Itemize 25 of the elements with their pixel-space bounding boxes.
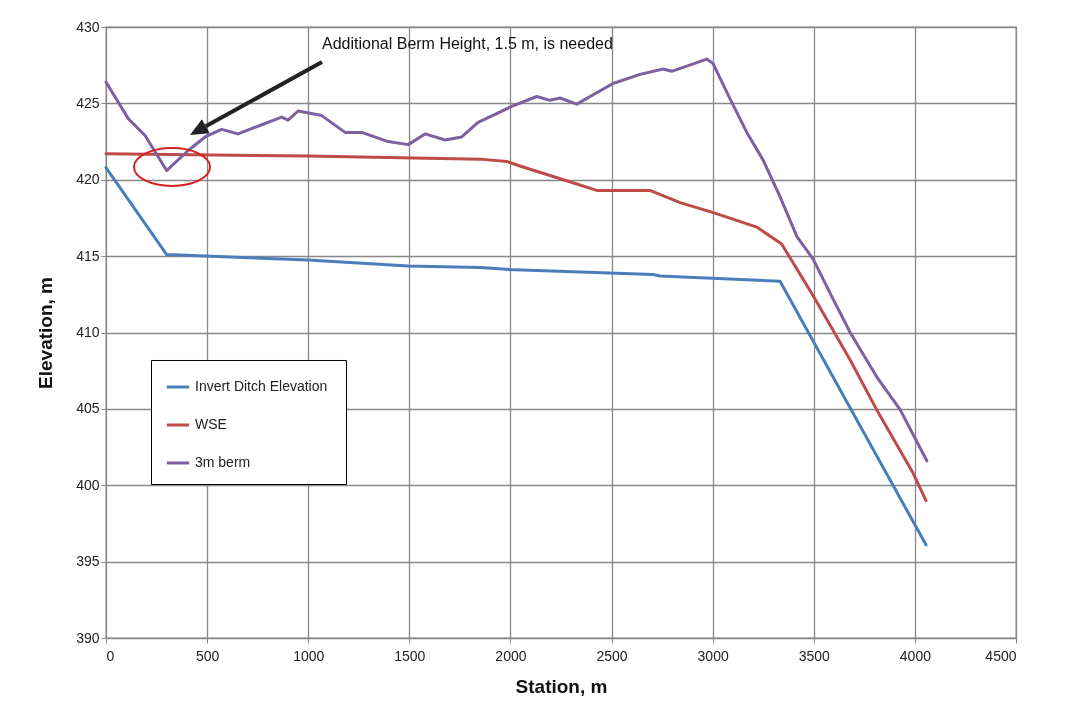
x-tick-label: 4500 (985, 647, 1017, 664)
x-tick-label: 3500 (798, 647, 831, 664)
y-tick-label: 405 (76, 400, 100, 417)
legend-label: WSE (195, 415, 227, 432)
y-tick-label: 425 (76, 94, 100, 111)
y-tick-label: 420 (76, 171, 100, 188)
y-tick-label: 400 (76, 476, 100, 493)
legend-label: 3m berm (195, 453, 251, 470)
y-tick-label: 410 (76, 324, 100, 340)
x-tick-label: 1500 (394, 647, 426, 664)
y-axis-title: Elevation, m (35, 277, 57, 389)
x-tick-label: 1000 (293, 647, 325, 664)
x-tick-label: 0 (106, 647, 115, 664)
x-tick-label: 2000 (495, 647, 527, 664)
x-tick-label: 4000 (899, 647, 932, 664)
x-tick-label: 2500 (596, 647, 628, 664)
y-tick-label: 430 (76, 18, 100, 35)
annotation: Additional Berm Height, 1.5 m, is needed (322, 35, 613, 52)
x-tick-label: 500 (195, 647, 220, 664)
y-tick-label: 395 (76, 553, 100, 570)
y-tick-label: 390 (76, 629, 100, 646)
legend-label: Invert Ditch Elevation (195, 377, 328, 394)
x-axis-title: Station, m (515, 675, 608, 697)
y-tick-label: 415 (76, 247, 100, 264)
x-tick-label: 3000 (697, 647, 729, 664)
